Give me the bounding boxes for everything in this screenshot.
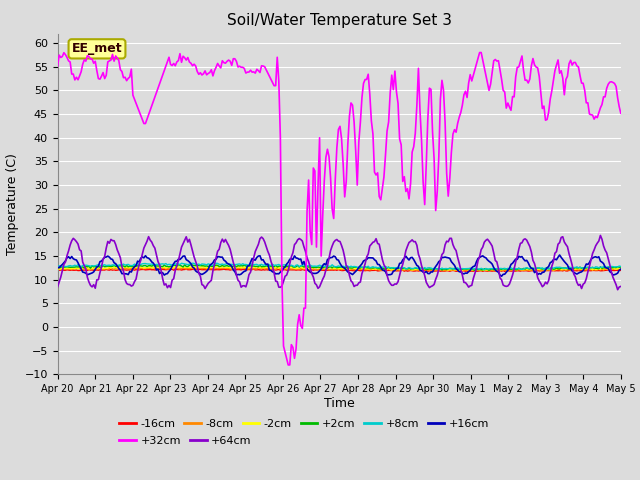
-16cm [301,267,309,273]
Legend: +32cm, +64cm: +32cm, +64cm [120,436,252,446]
Line: +32cm: +32cm [58,52,621,365]
-2cm [617,265,625,271]
+2cm [589,264,596,270]
Line: +64cm: +64cm [58,235,621,290]
+64cm [123,281,131,287]
+16cm [250,257,257,263]
+2cm [301,264,309,269]
+64cm [241,283,248,288]
+2cm [123,263,131,268]
-2cm [589,267,596,273]
+64cm [617,284,625,289]
-16cm [242,266,250,272]
+64cm [221,237,229,242]
+16cm [300,259,308,264]
-8cm [221,265,229,271]
+2cm [187,262,195,267]
-2cm [242,264,250,270]
+8cm [189,260,196,266]
+16cm [617,266,625,272]
-16cm [123,267,131,273]
-2cm [214,263,221,269]
+32cm [617,110,625,116]
-2cm [54,265,61,271]
+64cm [586,264,593,269]
-2cm [223,264,231,270]
-8cm [242,265,250,271]
+64cm [250,255,257,261]
-2cm [252,264,259,270]
Y-axis label: Temperature (C): Temperature (C) [6,153,19,255]
-16cm [617,267,625,273]
+16cm [54,265,61,271]
Line: +8cm: +8cm [58,263,621,270]
+16cm [241,268,248,274]
Line: -8cm: -8cm [58,267,621,271]
+32cm [54,63,61,69]
+8cm [54,264,61,269]
+32cm [123,78,131,84]
-8cm [252,266,259,272]
+8cm [252,262,259,267]
+64cm [596,232,604,238]
X-axis label: Time: Time [324,397,355,410]
-16cm [221,267,229,273]
+8cm [301,263,309,268]
Text: EE_met: EE_met [72,42,122,55]
+64cm [614,287,621,293]
+16cm [221,258,229,264]
+64cm [54,284,61,290]
-8cm [123,266,131,272]
-8cm [301,266,309,272]
-16cm [465,269,472,275]
+16cm [589,255,596,261]
+32cm [250,69,257,75]
+32cm [284,362,292,368]
+2cm [617,264,625,270]
-8cm [54,266,61,272]
+8cm [123,262,131,268]
-8cm [502,268,510,274]
-2cm [123,264,131,270]
+8cm [242,262,250,267]
+2cm [252,264,259,269]
+8cm [617,264,625,269]
+16cm [498,273,506,279]
Line: +2cm: +2cm [58,264,621,270]
+8cm [223,261,231,267]
+64cm [300,244,308,250]
+32cm [476,49,483,55]
-8cm [239,264,246,270]
+32cm [589,112,596,118]
+2cm [485,267,493,273]
+8cm [481,267,488,273]
-8cm [589,266,596,272]
+16cm [123,271,131,277]
+8cm [589,264,596,270]
+32cm [301,305,309,311]
Line: -16cm: -16cm [58,269,621,272]
Line: -2cm: -2cm [58,266,621,271]
Line: +16cm: +16cm [58,255,621,276]
-16cm [54,267,61,273]
+2cm [54,264,61,270]
+16cm [556,252,563,258]
+32cm [241,66,248,72]
+32cm [221,60,229,66]
-16cm [589,267,596,273]
+2cm [242,263,250,269]
Title: Soil/Water Temperature Set 3: Soil/Water Temperature Set 3 [227,13,452,28]
+2cm [223,263,231,268]
-16cm [252,267,259,273]
-2cm [301,265,309,271]
-16cm [231,266,239,272]
-2cm [457,268,465,274]
-8cm [617,266,625,272]
